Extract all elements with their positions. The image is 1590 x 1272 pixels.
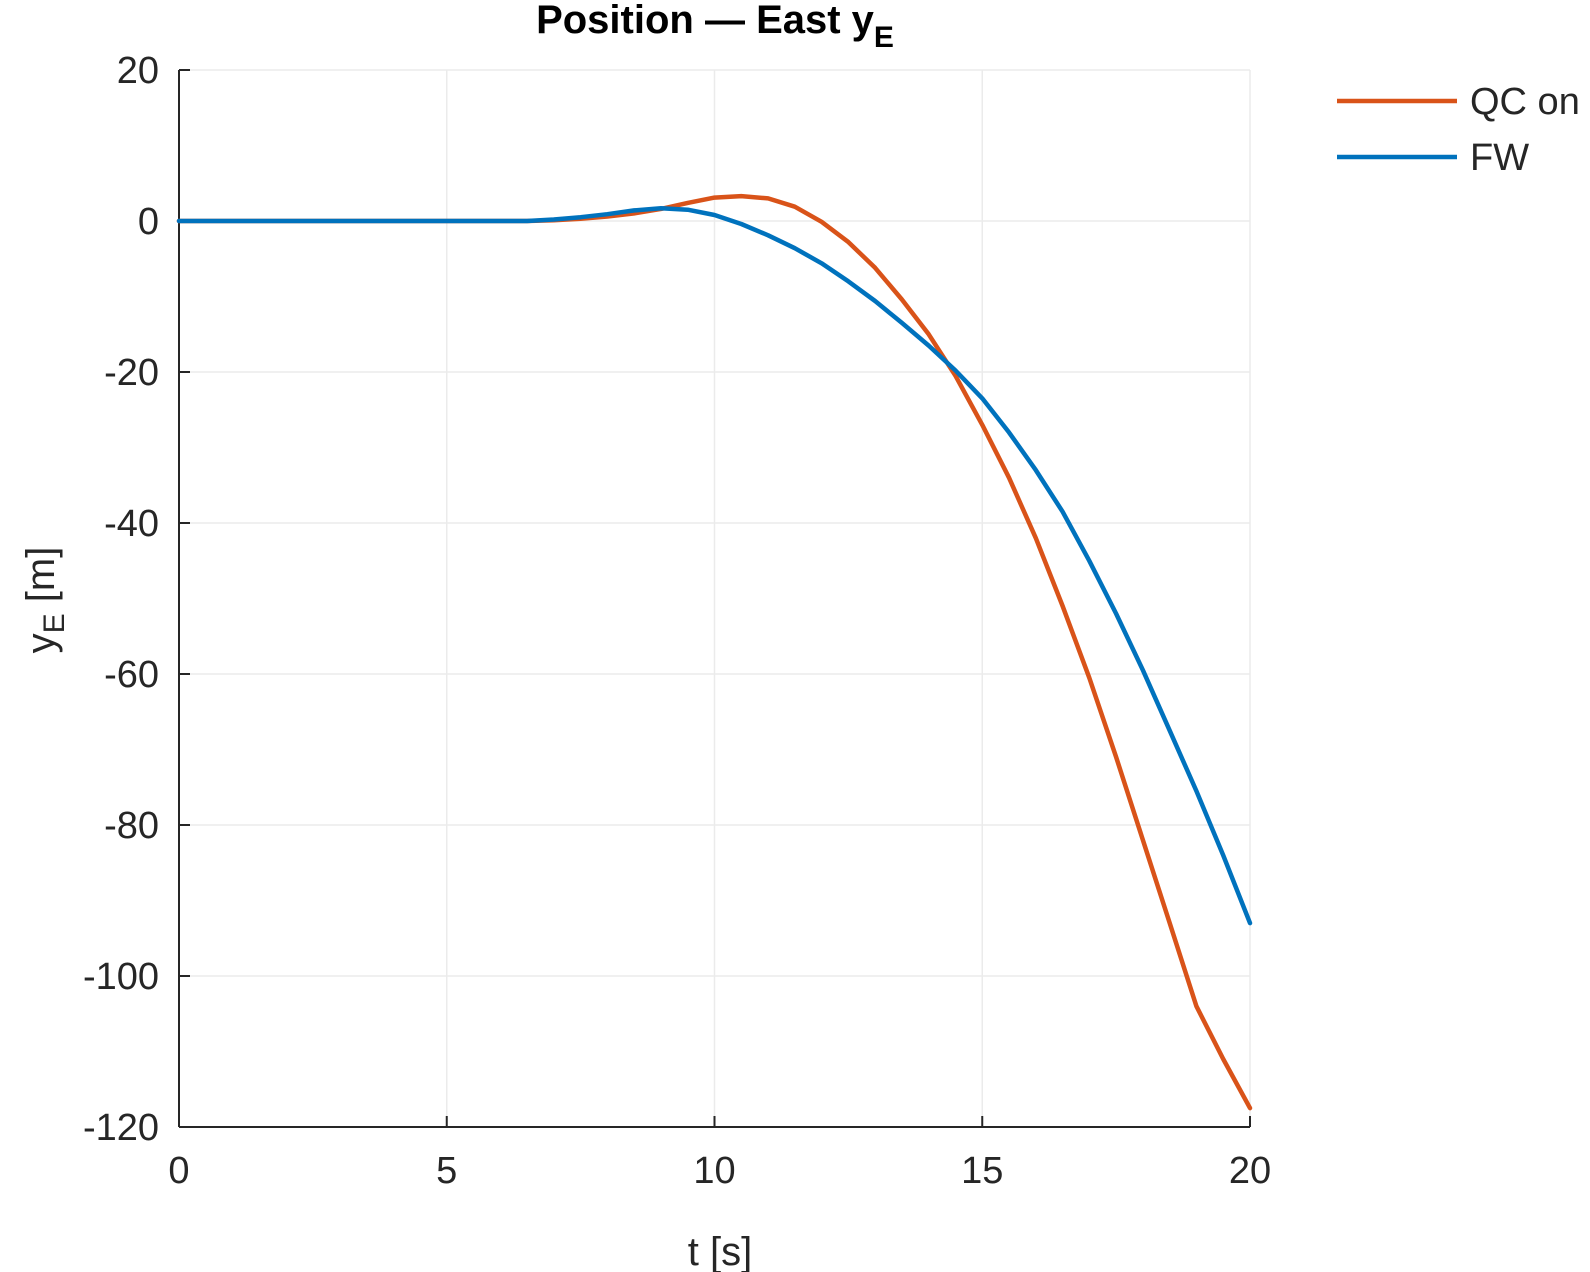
y-tick-label: -100 — [83, 956, 159, 998]
y-tick-label: 0 — [138, 201, 159, 243]
legend-label: FW — [1470, 137, 1529, 179]
y-tick-label: 20 — [117, 50, 159, 92]
y-tick-label: -120 — [83, 1107, 159, 1149]
legend: QC on FW — [1337, 81, 1580, 179]
y-tick-label: -40 — [104, 503, 159, 545]
x-tick-label: 20 — [1229, 1150, 1271, 1192]
series-line-fw — [176, 205, 1253, 926]
chart-title: Position — East yE — [536, 0, 894, 54]
y-tick-label: -20 — [104, 352, 159, 394]
series-group — [176, 193, 1253, 1111]
x-tick-label: 5 — [436, 1150, 457, 1192]
grid — [178, 69, 1251, 1128]
legend-label: QC on — [1470, 81, 1580, 123]
x-tick-label: 10 — [693, 1150, 735, 1192]
y-tick-label: -60 — [104, 654, 159, 696]
y-tick-label: -80 — [104, 805, 159, 847]
y-axis-label: yE [m] — [19, 547, 71, 654]
ticks: 0 5 10 15 20 20 0 -20 -40 -60 -80 -100 -120 — [83, 50, 1271, 1192]
x-axis-label: t [s] — [688, 1230, 752, 1272]
x-tick-label: 15 — [961, 1150, 1003, 1192]
x-tick-label: 0 — [168, 1150, 189, 1192]
